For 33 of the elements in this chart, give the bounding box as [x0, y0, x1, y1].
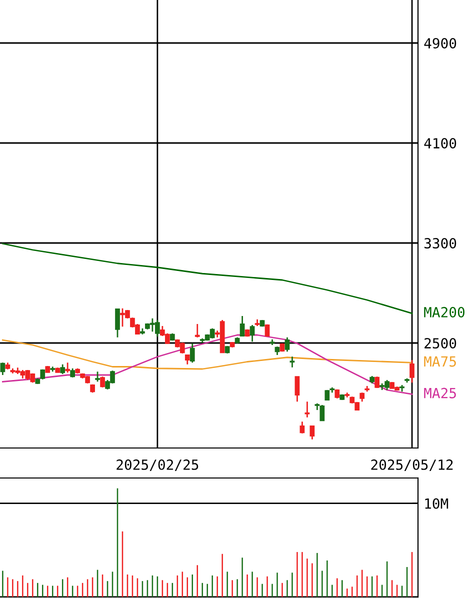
series-label: MA200: [424, 306, 464, 318]
candlestick: [194, 323, 200, 338]
candlestick: [324, 389, 330, 402]
y-tick-label: 2500: [424, 338, 456, 349]
candlestick: [294, 376, 300, 402]
candlestick: [0, 362, 6, 376]
candlestick: [304, 400, 310, 418]
candlestick: [95, 370, 100, 382]
candlestick: [60, 364, 66, 375]
line-series: [2, 242, 413, 314]
y-tick-label: 3300: [424, 238, 456, 249]
candlestick: [70, 368, 76, 378]
line-series: [2, 334, 413, 395]
candlestick: [115, 308, 120, 338]
x-tick-label: 2025/05/12: [371, 459, 453, 472]
candlestick: [240, 315, 245, 337]
y-tick-label: 10M: [425, 498, 448, 509]
candlestick: [290, 356, 295, 368]
y-tick-label: 4100: [424, 138, 456, 149]
candlestick: [65, 362, 70, 374]
series-label: MA75: [424, 356, 456, 367]
candlestick: [284, 336, 290, 352]
candlestick: [190, 342, 195, 364]
x-tick-label: 2025/02/25: [116, 459, 198, 472]
candlestick: [310, 425, 315, 440]
candlestick: [360, 392, 365, 402]
candlestick: [300, 420, 305, 434]
candlestick: [184, 354, 190, 366]
candlestick: [250, 324, 255, 342]
y-tick-label: 4900: [424, 38, 456, 49]
candlestick: [100, 376, 105, 388]
candlestick: [410, 359, 414, 384]
series-label: MA25: [424, 388, 456, 398]
